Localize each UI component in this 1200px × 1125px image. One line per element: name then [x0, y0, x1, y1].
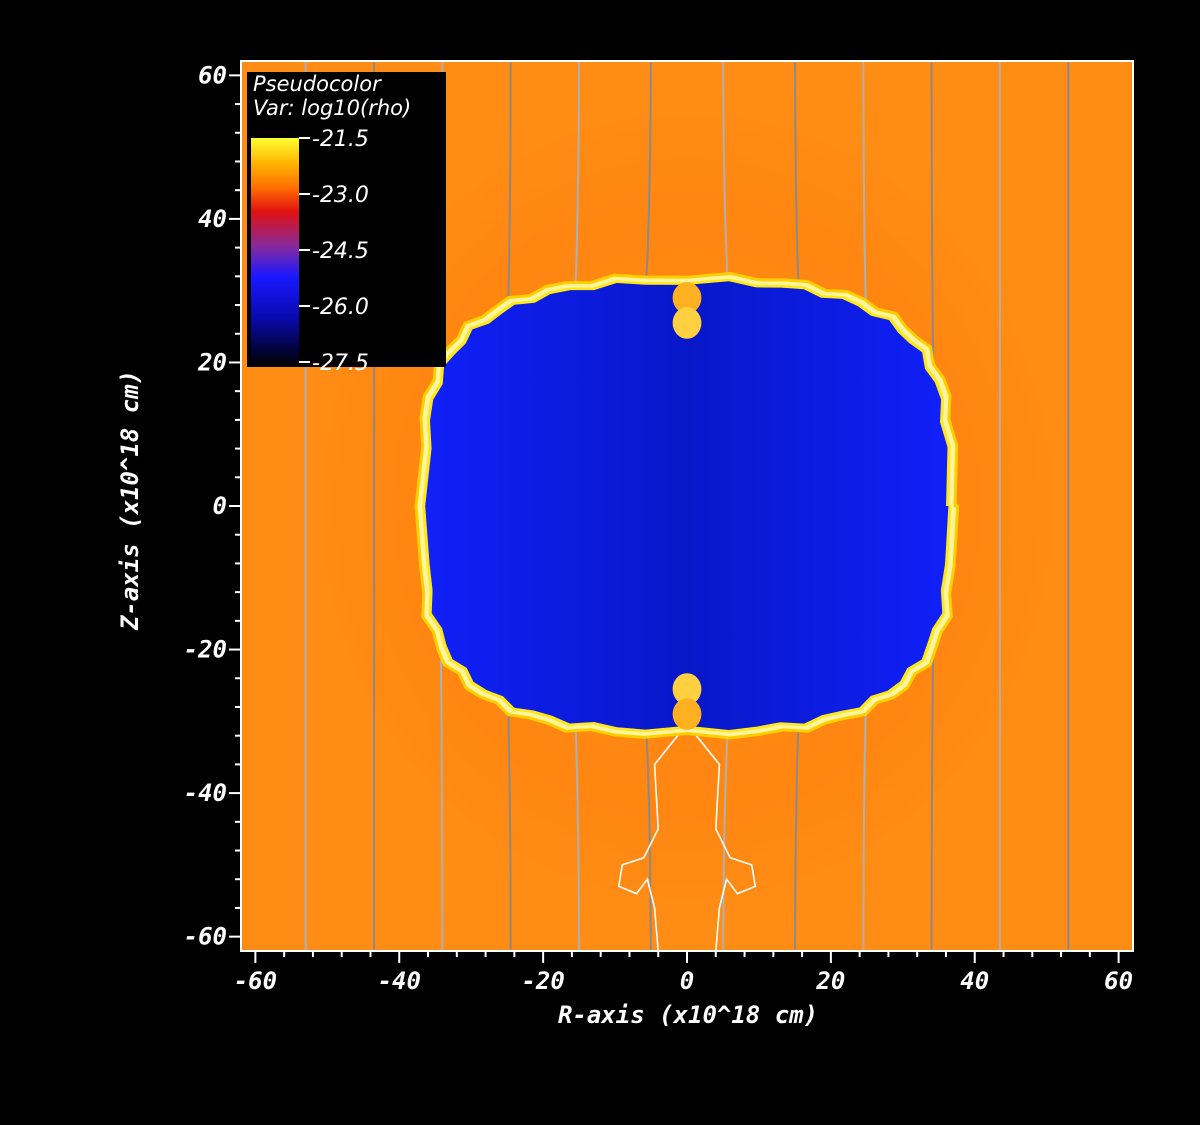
tick-labels: -60 -40 -20 0 20 40 60 60 40 20 0 -20 -40 -60 [184, 61, 1133, 995]
x-tick-label: 40 [960, 967, 989, 995]
axis-knot [672, 673, 702, 705]
y-tick-label: -20 [184, 636, 227, 664]
axis-knot [672, 282, 702, 314]
x-tick-label: -40 [378, 967, 421, 995]
colorbar-tick-label: -26.0 [312, 295, 369, 320]
legend: Pseudocolor Var: log10(rho) -21.5-23.0-2… [247, 72, 446, 376]
low-density-bubble [425, 281, 949, 730]
axis-ticks [229, 74, 1120, 963]
axis-knot [672, 307, 702, 339]
colorbar-ticks: -21.5 -23.0 -24.5 -26.0 -27.5 [299, 127, 369, 376]
lower-jet-feature [617, 727, 757, 951]
x-tick-label: 60 [1104, 967, 1133, 995]
y-axis-title: Z-axis (x10^18 cm) [116, 370, 144, 631]
legend-variable: Var: log10(rho) [253, 96, 411, 120]
x-tick-label: -20 [521, 967, 564, 995]
jet-contour [617, 727, 685, 951]
axis-knots [672, 282, 702, 730]
colorbar-tick-label: -27.5 [312, 351, 369, 376]
x-tick-label: 0 [680, 967, 694, 995]
colorbar-tick-label: -23.0 [312, 183, 369, 208]
y-tick-label: 0 [213, 492, 227, 520]
x-tick-label: -60 [234, 967, 277, 995]
y-tick-label: -60 [184, 923, 227, 951]
colorbar [251, 138, 299, 362]
x-axis-title: R-axis (x10^18 cm) [558, 1001, 818, 1029]
x-tick-label: 20 [815, 967, 845, 995]
y-tick-label: 60 [198, 61, 227, 89]
y-tick-label: 40 [198, 205, 227, 233]
colorbar-tick-label: -21.5 [312, 127, 369, 152]
colorbar-tick-label: -24.5 [312, 239, 369, 264]
jet-contour [689, 727, 757, 951]
legend-title: Pseudocolor [253, 72, 382, 96]
axis-knot [672, 698, 702, 730]
y-tick-label: -40 [184, 779, 227, 807]
y-tick-label: 20 [197, 348, 227, 376]
